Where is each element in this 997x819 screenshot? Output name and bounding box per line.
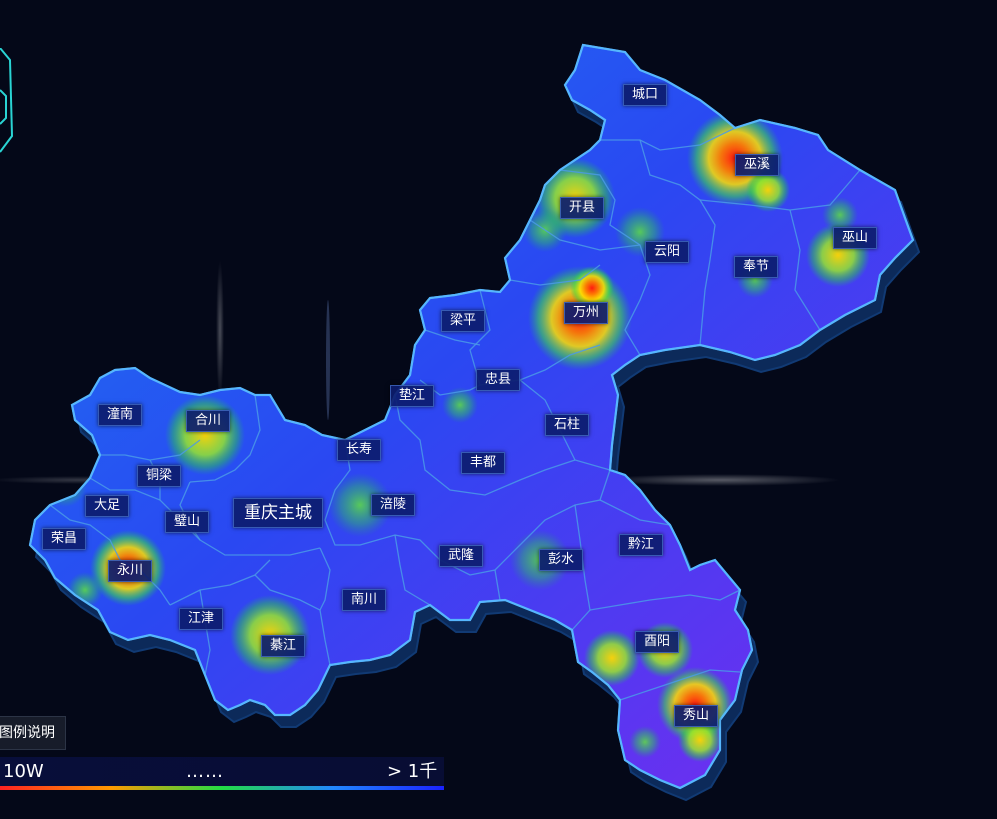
district-label-xiushan[interactable]: 秀山 [673,705,719,727]
district-label-liangping[interactable]: 梁平 [440,310,486,332]
district-label-hechuan[interactable]: 合川 [185,410,231,432]
district-label-wushan[interactable]: 巫山 [832,227,878,249]
legend-title[interactable]: 图例说明 [0,716,66,750]
legend-bar [0,757,444,789]
district-label-chongqing-main[interactable]: 重庆主城 [233,498,323,528]
district-label-rongchang[interactable]: 荣昌 [41,528,87,550]
district-label-yongchuan[interactable]: 永川 [107,560,153,582]
district-label-changshou[interactable]: 长寿 [336,439,382,461]
district-label-fengjie[interactable]: 奉节 [733,256,779,278]
legend-max-label: > 1千 [387,761,438,782]
district-label-bishan[interactable]: 璧山 [164,511,210,533]
district-label-qijiang[interactable]: 綦江 [260,635,306,657]
district-label-nanchuan[interactable]: 南川 [341,589,387,611]
district-label-jiangjin[interactable]: 江津 [178,608,224,630]
district-label-yunyang[interactable]: 云阳 [644,241,690,263]
district-label-youyang[interactable]: 酉阳 [634,631,680,653]
district-label-zhongxian[interactable]: 忠县 [475,369,521,391]
legend-color-scale [0,786,444,790]
district-label-fuling[interactable]: 涪陵 [370,494,416,516]
district-label-shizhu[interactable]: 石柱 [544,414,590,436]
district-label-tongliang[interactable]: 铜梁 [136,465,182,487]
district-label-fengdu[interactable]: 丰都 [460,452,506,474]
district-label-kaixian[interactable]: 开县 [559,197,605,219]
district-label-pengshui[interactable]: 彭水 [538,549,584,571]
district-label-wanzhou[interactable]: 万州 [563,302,609,324]
corner-ornament [0,48,14,153]
district-label-wuxi[interactable]: 巫溪 [734,154,780,176]
legend-min-label: 10W [3,761,44,782]
district-label-tongnan[interactable]: 潼南 [97,404,143,426]
district-label-dazu[interactable]: 大足 [84,495,130,517]
district-label-dianjiang[interactable]: 垫江 [389,385,435,407]
legend-ellipsis: …… [186,761,224,782]
district-label-chengkou[interactable]: 城口 [622,84,668,106]
district-label-wulong[interactable]: 武隆 [438,545,484,567]
district-label-qianjiang[interactable]: 黔江 [618,534,664,556]
